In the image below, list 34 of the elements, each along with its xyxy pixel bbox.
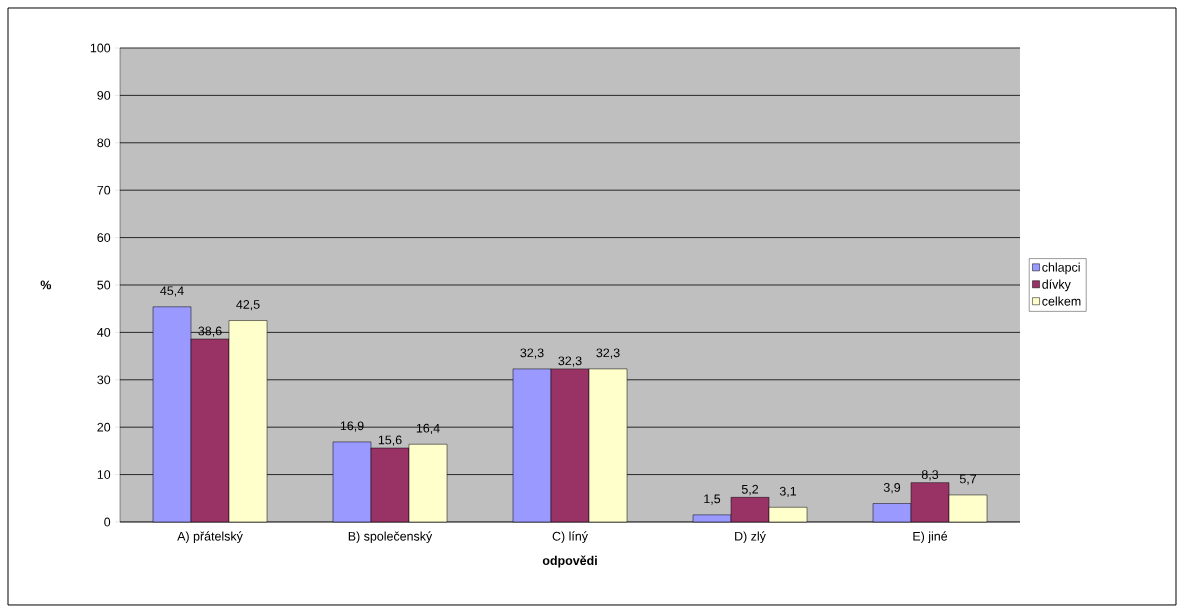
y-tick-label: 70 [97, 185, 111, 195]
y-tick-label: 80 [97, 138, 111, 148]
y-tick-label: 50 [97, 280, 111, 290]
y-tick-label: 30 [97, 375, 111, 385]
y-tick-label: 90 [97, 90, 111, 100]
y-tick-label: 20 [97, 422, 111, 432]
x-tick-label: B) společenský [348, 531, 433, 544]
legend-label: dívky [1042, 279, 1071, 292]
y-tick-label: 0 [104, 517, 111, 527]
data-label: 3,1 [779, 486, 797, 498]
y-tick-label: 10 [97, 470, 111, 479]
x-tick-label: A) přátelský [177, 531, 243, 544]
x-tick-label: E) jiné [913, 531, 948, 544]
data-label: 42,5 [236, 300, 260, 311]
data-label: 32,3 [558, 356, 582, 367]
data-label: 15,6 [378, 435, 402, 446]
data-label: 5,7 [959, 474, 977, 485]
legend-label: chlapci [1042, 262, 1080, 275]
data-label: 5,2 [741, 484, 759, 496]
y-tick-label: 40 [97, 327, 111, 337]
data-label: 16,9 [340, 421, 364, 432]
x-axis-title: odpovědi [542, 555, 597, 568]
y-tick-label: 60 [97, 233, 111, 242]
data-label: 32,3 [520, 348, 544, 359]
data-label: 16,4 [416, 423, 440, 435]
data-label: 45,4 [160, 286, 184, 297]
y-tick-label: 100 [90, 43, 111, 53]
x-tick-label: D) zlý [735, 531, 766, 544]
data-label: 3,9 [883, 483, 901, 494]
data-label: 1,5 [704, 494, 721, 505]
data-label: 32,3 [596, 348, 620, 359]
y-axis-title: % [40, 280, 52, 290]
x-tick-label: C) líný [552, 531, 588, 544]
legend-label: celkem [1042, 296, 1081, 306]
